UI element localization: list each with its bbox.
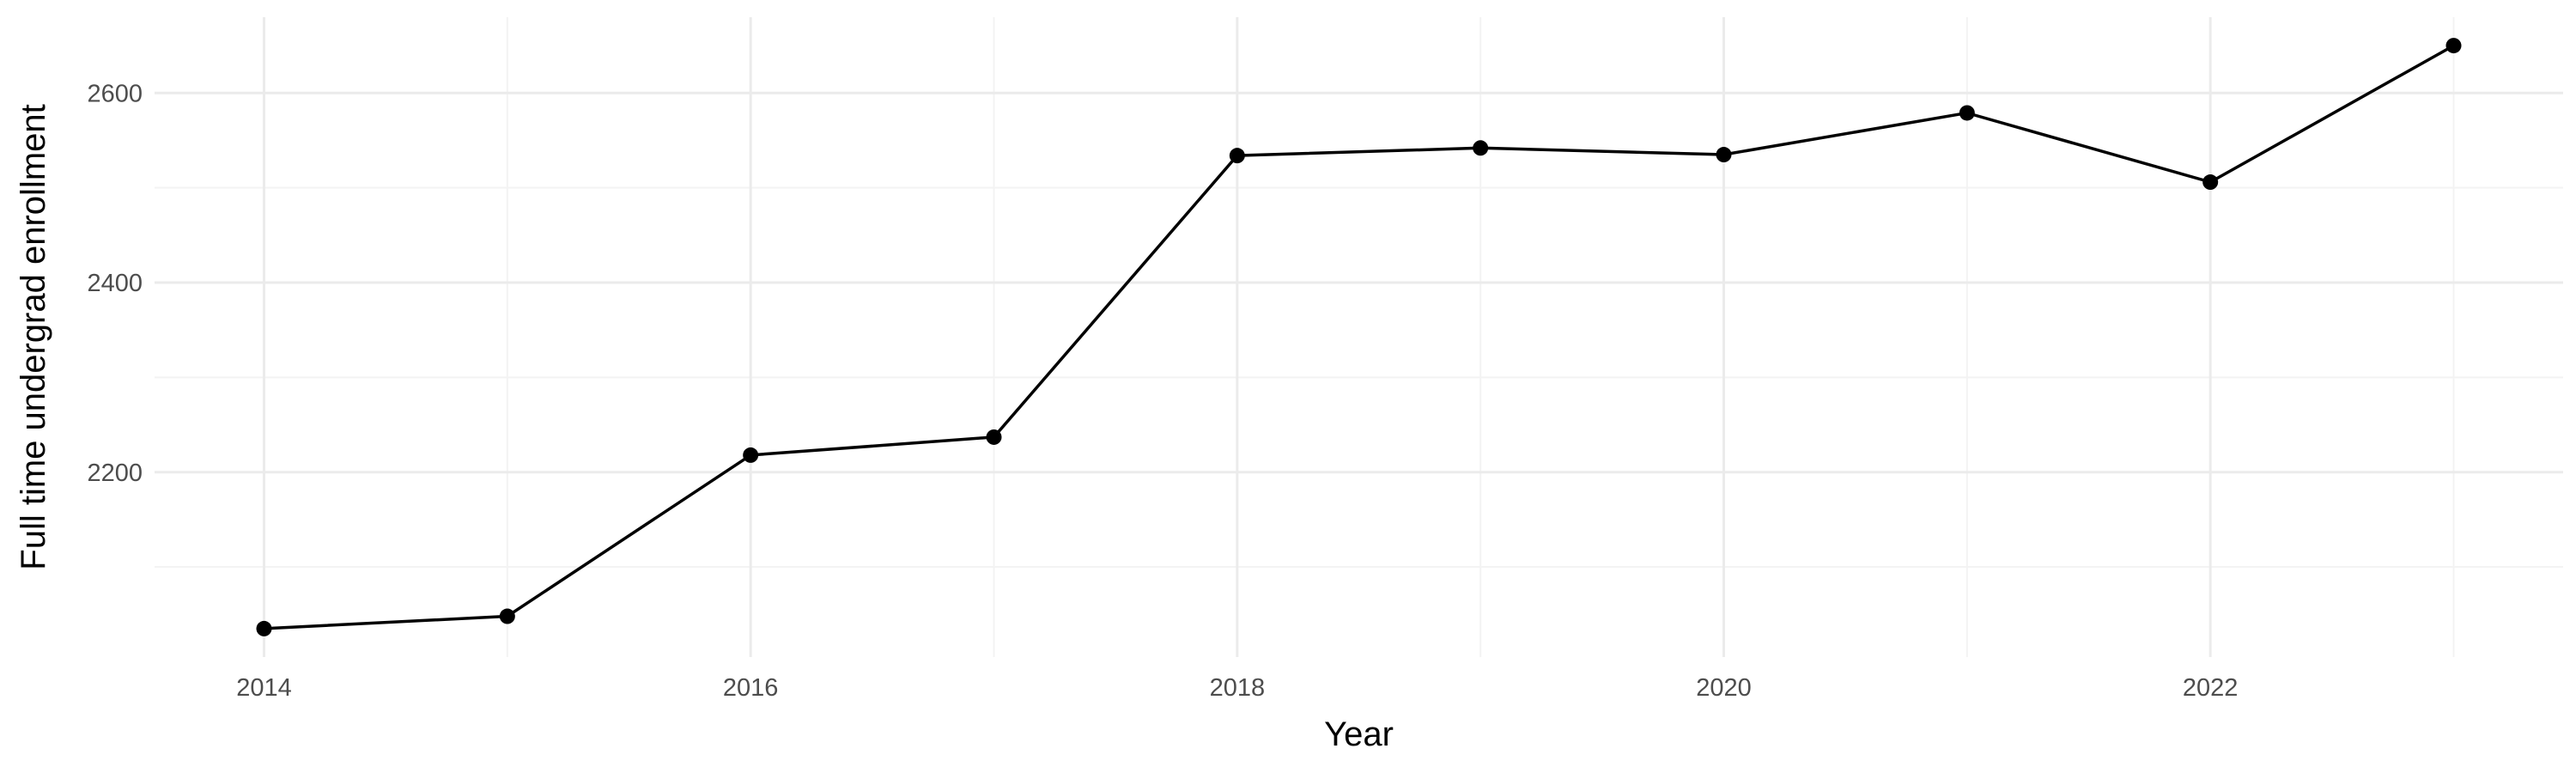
data-point [1473,140,1489,156]
minor-gridlines [155,17,2563,657]
y-tick-label: 2400 [87,270,143,297]
series-line [264,44,2455,630]
data-point [2202,174,2219,191]
data-point [256,620,272,636]
data-point [986,429,1002,445]
y-tick-label: 2200 [87,460,143,487]
series-layer [256,38,2462,636]
major-gridlines [155,17,2563,657]
data-point [743,447,759,463]
x-tick-label: 2014 [236,674,292,702]
data-point [499,608,515,624]
y-tick-label: 2600 [87,80,143,107]
x-axis-tick-labels: 2014 2016 2018 2020 2022 [236,674,2238,702]
y-axis-title: Full time undergrad enrollment [15,104,52,569]
x-axis-title: Year [1324,715,1394,753]
x-tick-label: 2022 [2183,674,2239,702]
data-point [1229,148,1245,164]
x-tick-label: 2016 [723,674,779,702]
data-point [1716,147,1732,163]
x-tick-label: 2018 [1210,674,1266,702]
x-tick-label: 2020 [1696,674,1752,702]
data-point [1959,105,1975,121]
data-point [2445,38,2462,54]
y-axis-tick-labels: 2200 2400 2600 [87,80,143,486]
